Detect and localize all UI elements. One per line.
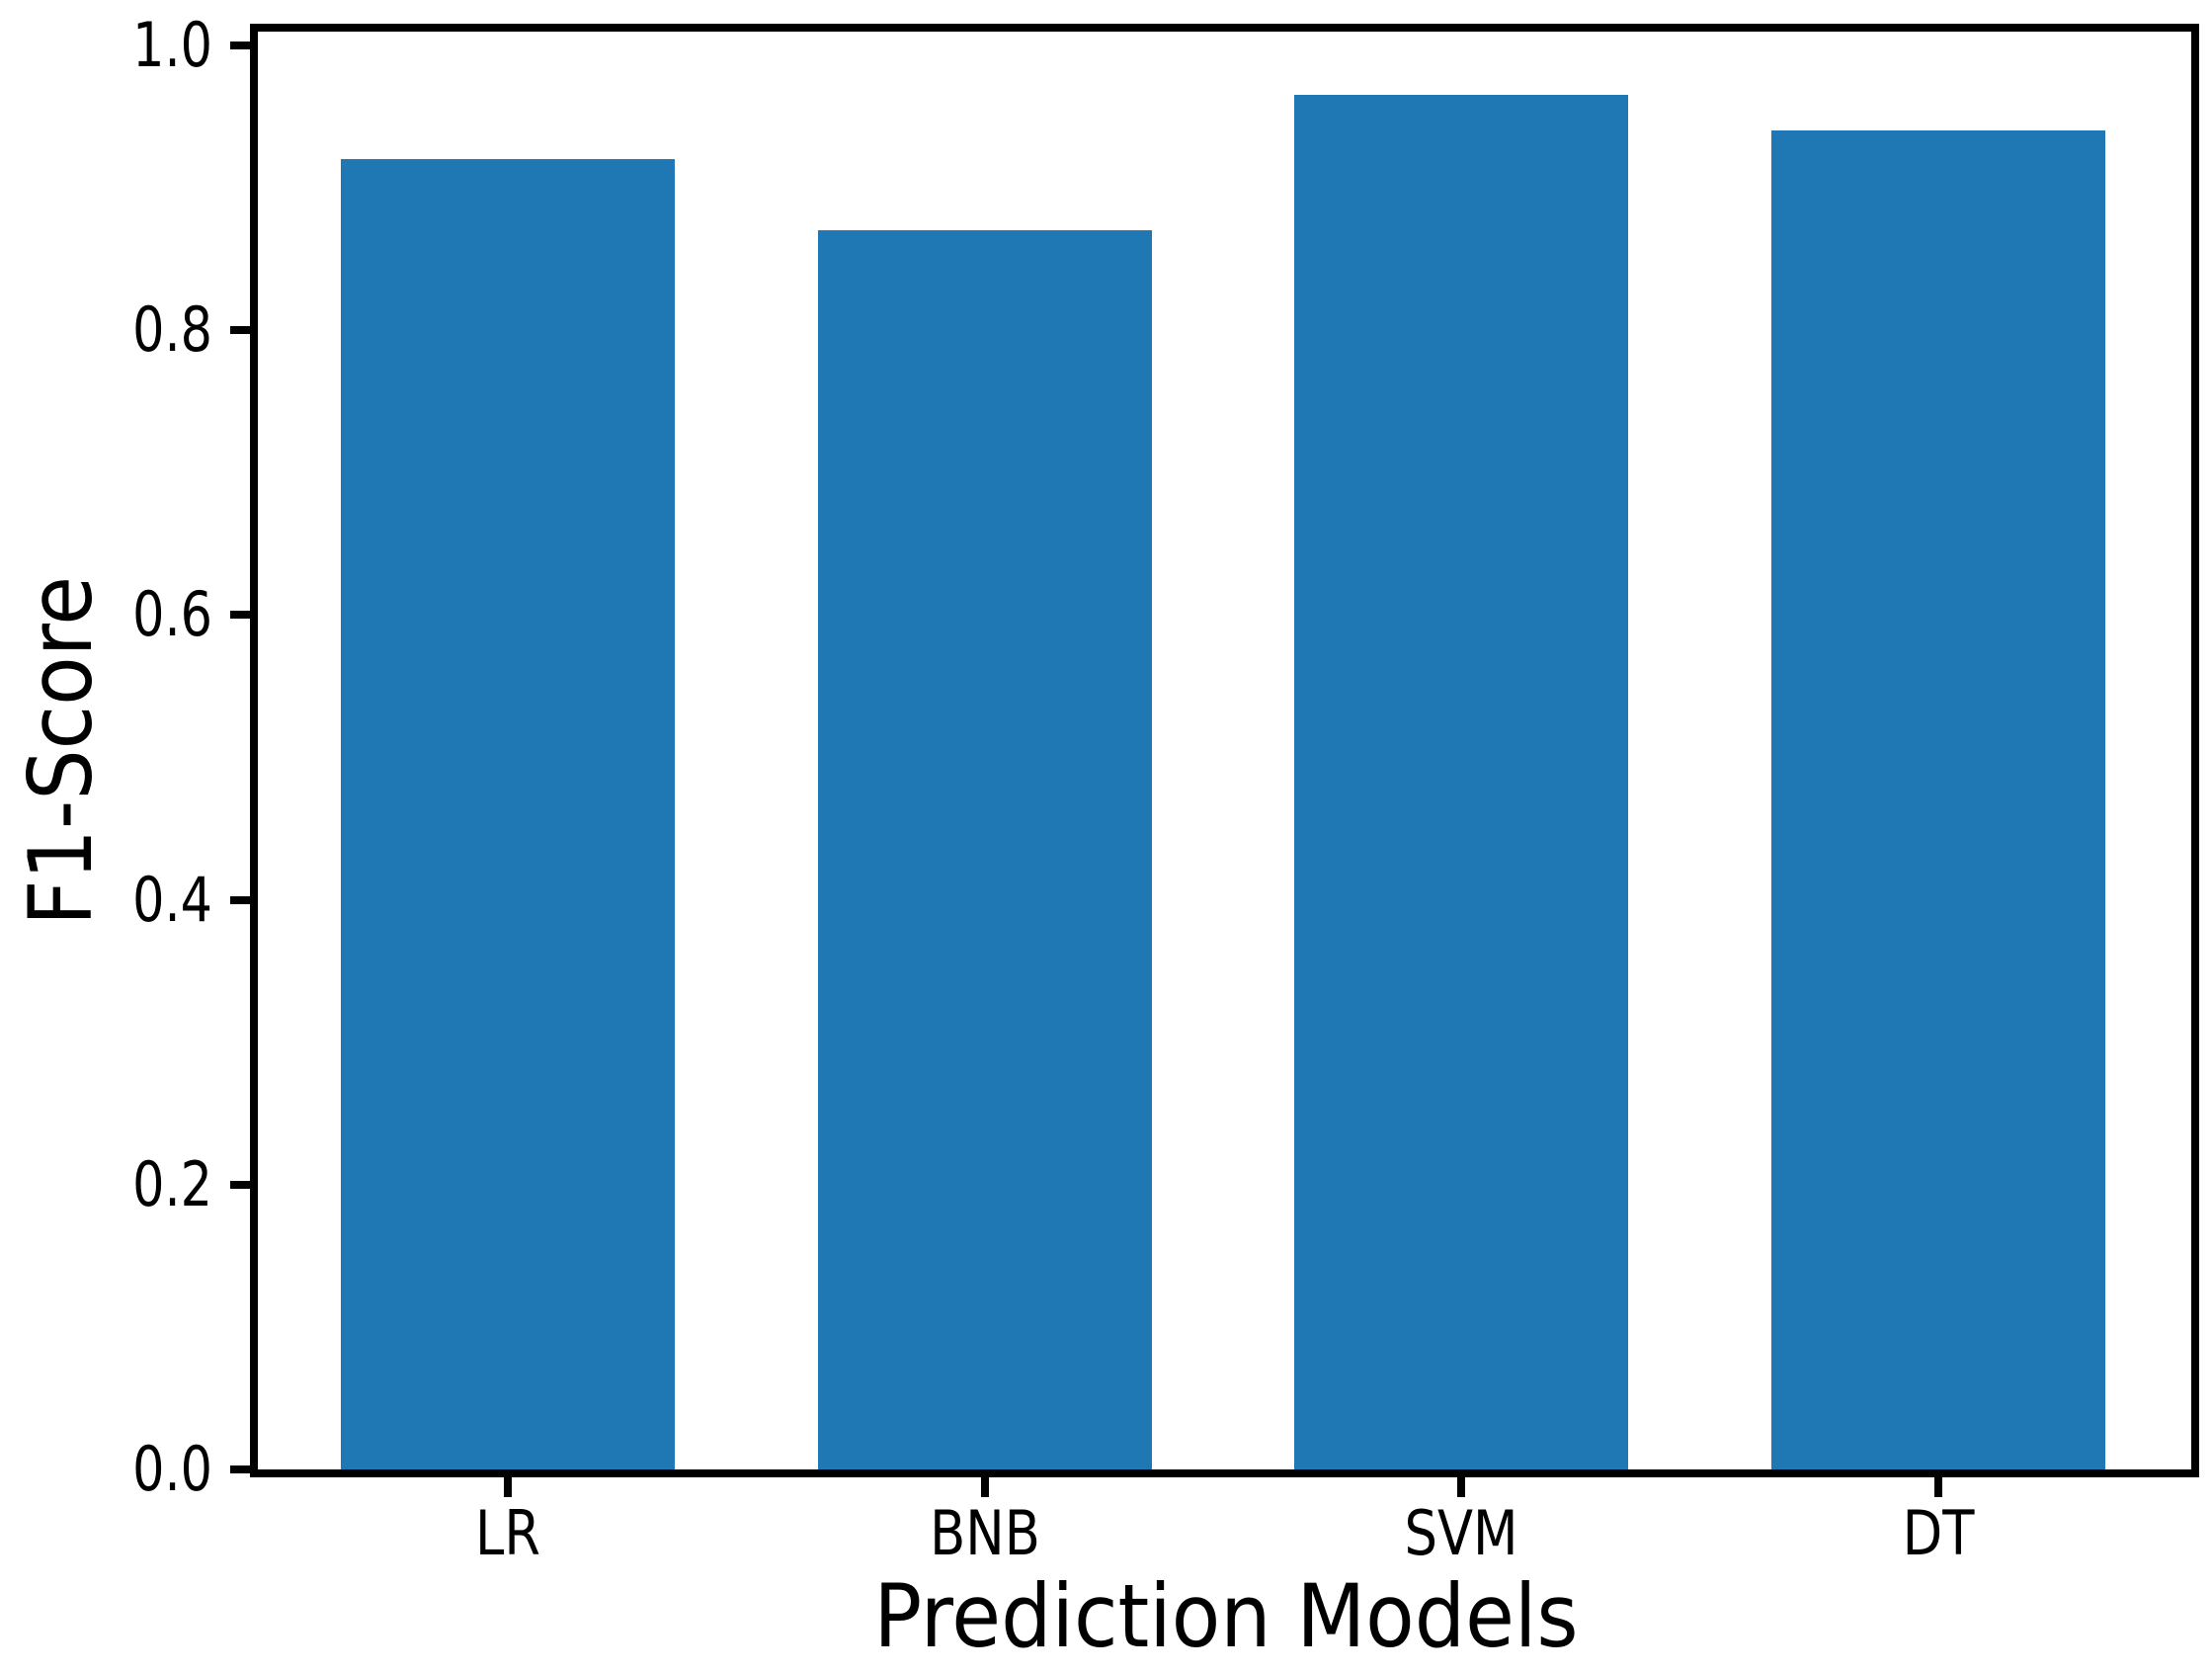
plot-area xyxy=(250,24,2199,1477)
x-tick-mark xyxy=(504,1477,512,1497)
x-tick-label-svm: SVM xyxy=(1404,1497,1518,1569)
bar-svm xyxy=(1294,95,1628,1469)
y-tick-mark xyxy=(230,611,250,619)
y-tick-label: 0.0 xyxy=(132,1433,212,1505)
y-axis-label: F1-Score xyxy=(10,575,112,927)
y-tick-label: 0.6 xyxy=(132,578,212,650)
y-tick-label: 0.4 xyxy=(132,864,212,936)
y-tick-mark xyxy=(230,1181,250,1189)
x-tick-mark xyxy=(1457,1477,1465,1497)
x-tick-label-lr: LR xyxy=(475,1497,540,1569)
y-tick-label: 0.8 xyxy=(132,293,212,366)
x-tick-label-bnb: BNB xyxy=(929,1497,1040,1569)
x-axis-label: Prediction Models xyxy=(873,1565,1579,1667)
y-tick-label: 1.0 xyxy=(132,9,212,81)
y-tick-mark xyxy=(230,326,250,334)
y-tick-label: 0.2 xyxy=(132,1148,212,1220)
bar-dt xyxy=(1770,130,2105,1469)
y-tick-mark xyxy=(230,42,250,49)
x-tick-label-dt: DT xyxy=(1902,1497,1974,1569)
y-tick-mark xyxy=(230,896,250,904)
bar-bnb xyxy=(817,230,1152,1469)
x-tick-mark xyxy=(1933,1477,1942,1497)
x-tick-mark xyxy=(980,1477,989,1497)
y-tick-mark xyxy=(230,1465,250,1473)
bar-lr xyxy=(341,159,675,1469)
